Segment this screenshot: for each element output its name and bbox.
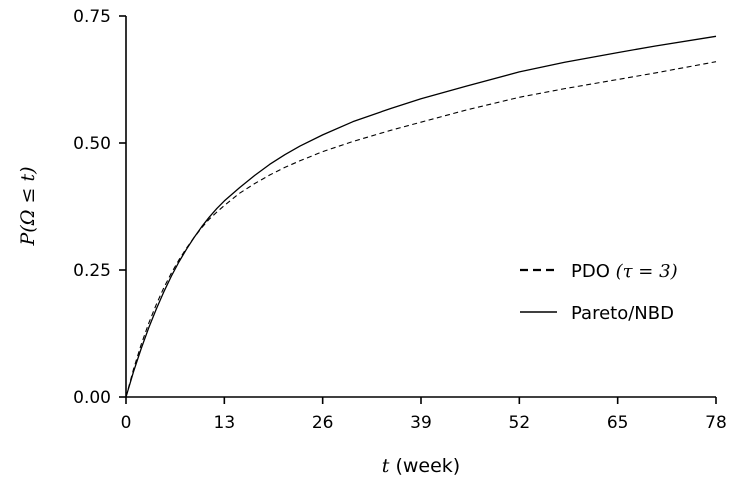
y-axis-label: P(Ω ≤ t) (17, 167, 39, 247)
x-tick-label: 52 (509, 413, 531, 433)
legend-label-pareto: Pareto/NBD (571, 303, 674, 324)
y-tick-label: 0.00 (73, 388, 111, 408)
x-tick-label: 13 (214, 413, 236, 433)
x-axis-label-var: t (382, 455, 390, 477)
x-tick-label: 39 (410, 413, 432, 433)
plot-area: 0 13 26 39 52 65 78 0.00 0.25 0.50 0.75 (73, 7, 727, 433)
y-tick-label: 0.75 (73, 7, 111, 27)
x-ticks: 0 13 26 39 52 65 78 (121, 397, 727, 433)
y-tick-label: 0.25 (73, 261, 111, 281)
legend-label-pdo: PDO (τ = 3) (571, 261, 678, 282)
y-ticks: 0.00 0.25 0.50 0.75 (73, 7, 126, 408)
x-axis-label: t (week) (382, 455, 460, 477)
x-tick-label: 78 (705, 413, 727, 433)
series-line-pdo (125, 61, 717, 398)
legend-label-pdo-math: (τ = 3) (616, 261, 678, 282)
legend: PDO (τ = 3) Pareto/NBD (520, 261, 678, 324)
x-tick-label: 26 (312, 413, 334, 433)
x-tick-label: 0 (121, 413, 132, 433)
series-line-pareto-nbd (125, 35, 717, 398)
x-axis-label-unit: (week) (389, 455, 460, 477)
series-lines (125, 35, 717, 398)
y-tick-label: 0.50 (73, 134, 111, 154)
legend-label-pdo-text: PDO (571, 261, 616, 282)
x-tick-label: 65 (607, 413, 629, 433)
